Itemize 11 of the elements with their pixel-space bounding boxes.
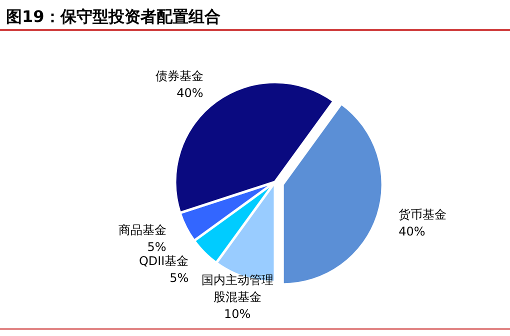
chart-title: 图19：保守型投资者配置组合	[6, 7, 220, 26]
slice-label: QDII基金	[138, 254, 189, 268]
slice-label: 国内主动管理股混基金	[201, 273, 274, 304]
data-label: 5%	[170, 270, 189, 285]
slice-label: 债券基金	[155, 68, 204, 83]
data-label: 10%	[224, 307, 251, 322]
slice-label: 商品基金	[118, 222, 166, 237]
data-label: 5%	[147, 240, 166, 254]
data-label: 40%	[176, 86, 204, 100]
slice-label: 货币基金	[398, 208, 447, 222]
data-label: 40%	[398, 224, 426, 239]
